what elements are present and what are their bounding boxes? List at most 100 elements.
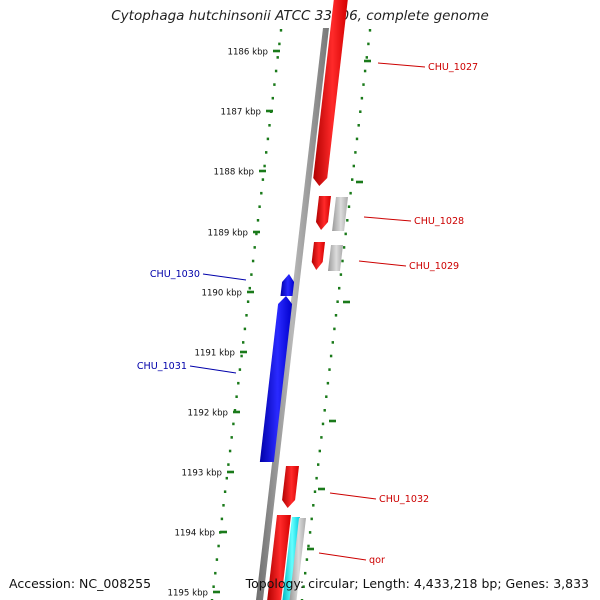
left-dot — [233, 409, 237, 412]
left-dot — [276, 56, 279, 59]
scale-tick-label: 1188 kbp — [214, 168, 255, 178]
gene-labels: CHU_1027 CHU_1028 CHU_1029 CHU_1030 CHU_1031… — [137, 62, 478, 566]
topology-summary: Topology: circular; Length: 4,433,218 bp… — [245, 576, 589, 591]
left-dot — [268, 124, 271, 127]
gene-leader-chu-1027 — [377, 62, 426, 68]
right-dot — [355, 137, 359, 141]
gene-label-qor[interactable]: qor — [369, 555, 385, 566]
right-dot — [317, 463, 320, 466]
right-dot — [349, 191, 352, 195]
scale-ticks: 1186 kbp 1187 kbp 1188 kbp 1189 kbp 1190 kbp… — [168, 48, 371, 599]
left-dot — [279, 29, 283, 32]
right-dot — [365, 56, 368, 59]
left-dot — [225, 476, 228, 480]
scale-tick-label: 1192 kbp — [188, 409, 229, 419]
right-dot — [307, 544, 310, 548]
gene-label-chu-1030[interactable]: CHU_1030 — [150, 269, 200, 280]
right-dot — [312, 504, 315, 507]
left-dot — [258, 205, 261, 208]
right-dot — [352, 164, 355, 168]
gene-label-chu-1031[interactable]: CHU_1031 — [137, 361, 187, 372]
left-dot — [274, 69, 278, 73]
left-dot — [251, 259, 255, 263]
gene-label-chu-1028[interactable]: CHU_1028 — [414, 216, 464, 227]
right-dot — [329, 354, 333, 358]
right-dot — [310, 517, 313, 521]
right-dot — [328, 368, 331, 371]
left-dot — [232, 422, 235, 426]
left-dot — [235, 395, 238, 398]
gene-leader-chu-1028 — [363, 216, 412, 222]
right-dot — [333, 327, 336, 331]
genome-title: Cytophaga hutchinsonii ATCC 33406, compl… — [111, 8, 489, 24]
scale-tick-label: 1195 kbp — [168, 589, 209, 599]
gene-leader-chu-1032 — [329, 492, 377, 500]
gene-arrow-chu-1031 — [259, 296, 293, 462]
right-dot — [354, 151, 357, 154]
gene-arrow-chu-1028 — [315, 196, 331, 230]
left-dot — [245, 314, 248, 317]
gene-leader-chu-1031 — [189, 365, 237, 374]
left-tick-dots — [210, 29, 283, 600]
right-dot — [344, 232, 347, 236]
left-dot — [222, 504, 225, 507]
gene-label-chu-1032[interactable]: CHU_1032 — [379, 494, 429, 505]
right-dot — [326, 381, 330, 385]
left-dot — [261, 178, 265, 181]
right-dot — [323, 409, 326, 412]
right-dot — [320, 436, 323, 439]
scale-tick-label: 1194 kbp — [175, 529, 216, 539]
right-dot — [318, 449, 321, 453]
left-dot — [265, 151, 268, 154]
left-dot — [223, 490, 227, 493]
left-dot — [278, 42, 281, 46]
genome-backbone — [256, 28, 329, 600]
left-dot — [263, 164, 266, 168]
gene-leader-chu-1030 — [202, 273, 247, 281]
left-dot — [256, 219, 260, 222]
left-dot — [242, 341, 245, 344]
scale-tick-label: 1187 kbp — [221, 108, 262, 118]
right-dot — [346, 219, 349, 222]
rna-box-1 — [332, 197, 348, 231]
right-dot — [339, 273, 343, 276]
scale-tick-label: 1186 kbp — [228, 48, 269, 58]
left-dot — [273, 83, 276, 86]
right-dot — [338, 286, 341, 290]
left-dot — [237, 381, 240, 385]
left-dot — [228, 449, 232, 453]
right-dot — [357, 124, 360, 127]
right-tick-dots — [300, 29, 372, 600]
right-dot — [304, 571, 307, 575]
left-dot — [271, 96, 274, 100]
right-dot — [334, 314, 338, 317]
right-dot — [360, 96, 364, 100]
gene-arrow-chu-1030 — [280, 274, 295, 296]
highlight-box — [282, 517, 300, 600]
left-dot — [227, 463, 230, 466]
right-dot — [362, 83, 365, 86]
right-dot — [313, 490, 317, 493]
right-dot — [325, 395, 328, 398]
gene-label-chu-1027[interactable]: CHU_1027 — [428, 62, 478, 73]
left-dot — [253, 246, 256, 249]
scale-tick-label: 1191 kbp — [195, 349, 236, 359]
rna-box-3 — [289, 518, 306, 600]
gene-leader-chu-1029 — [358, 260, 407, 267]
right-dot — [363, 69, 367, 73]
left-dot — [238, 368, 242, 371]
gene-features — [259, 0, 348, 600]
gene-label-chu-1029[interactable]: CHU_1029 — [409, 261, 459, 272]
gene-arrow-qor — [267, 515, 291, 600]
left-dot — [217, 544, 220, 548]
gene-arrow-chu-1027 — [313, 0, 348, 186]
left-dot — [214, 571, 217, 575]
right-dot — [308, 531, 312, 534]
right-dot — [367, 42, 370, 46]
right-dot — [368, 29, 372, 32]
scale-tick-label: 1193 kbp — [182, 469, 223, 479]
left-dot — [240, 354, 243, 358]
right-dot — [315, 476, 318, 480]
scale-tick-label: 1190 kbp — [202, 289, 243, 299]
